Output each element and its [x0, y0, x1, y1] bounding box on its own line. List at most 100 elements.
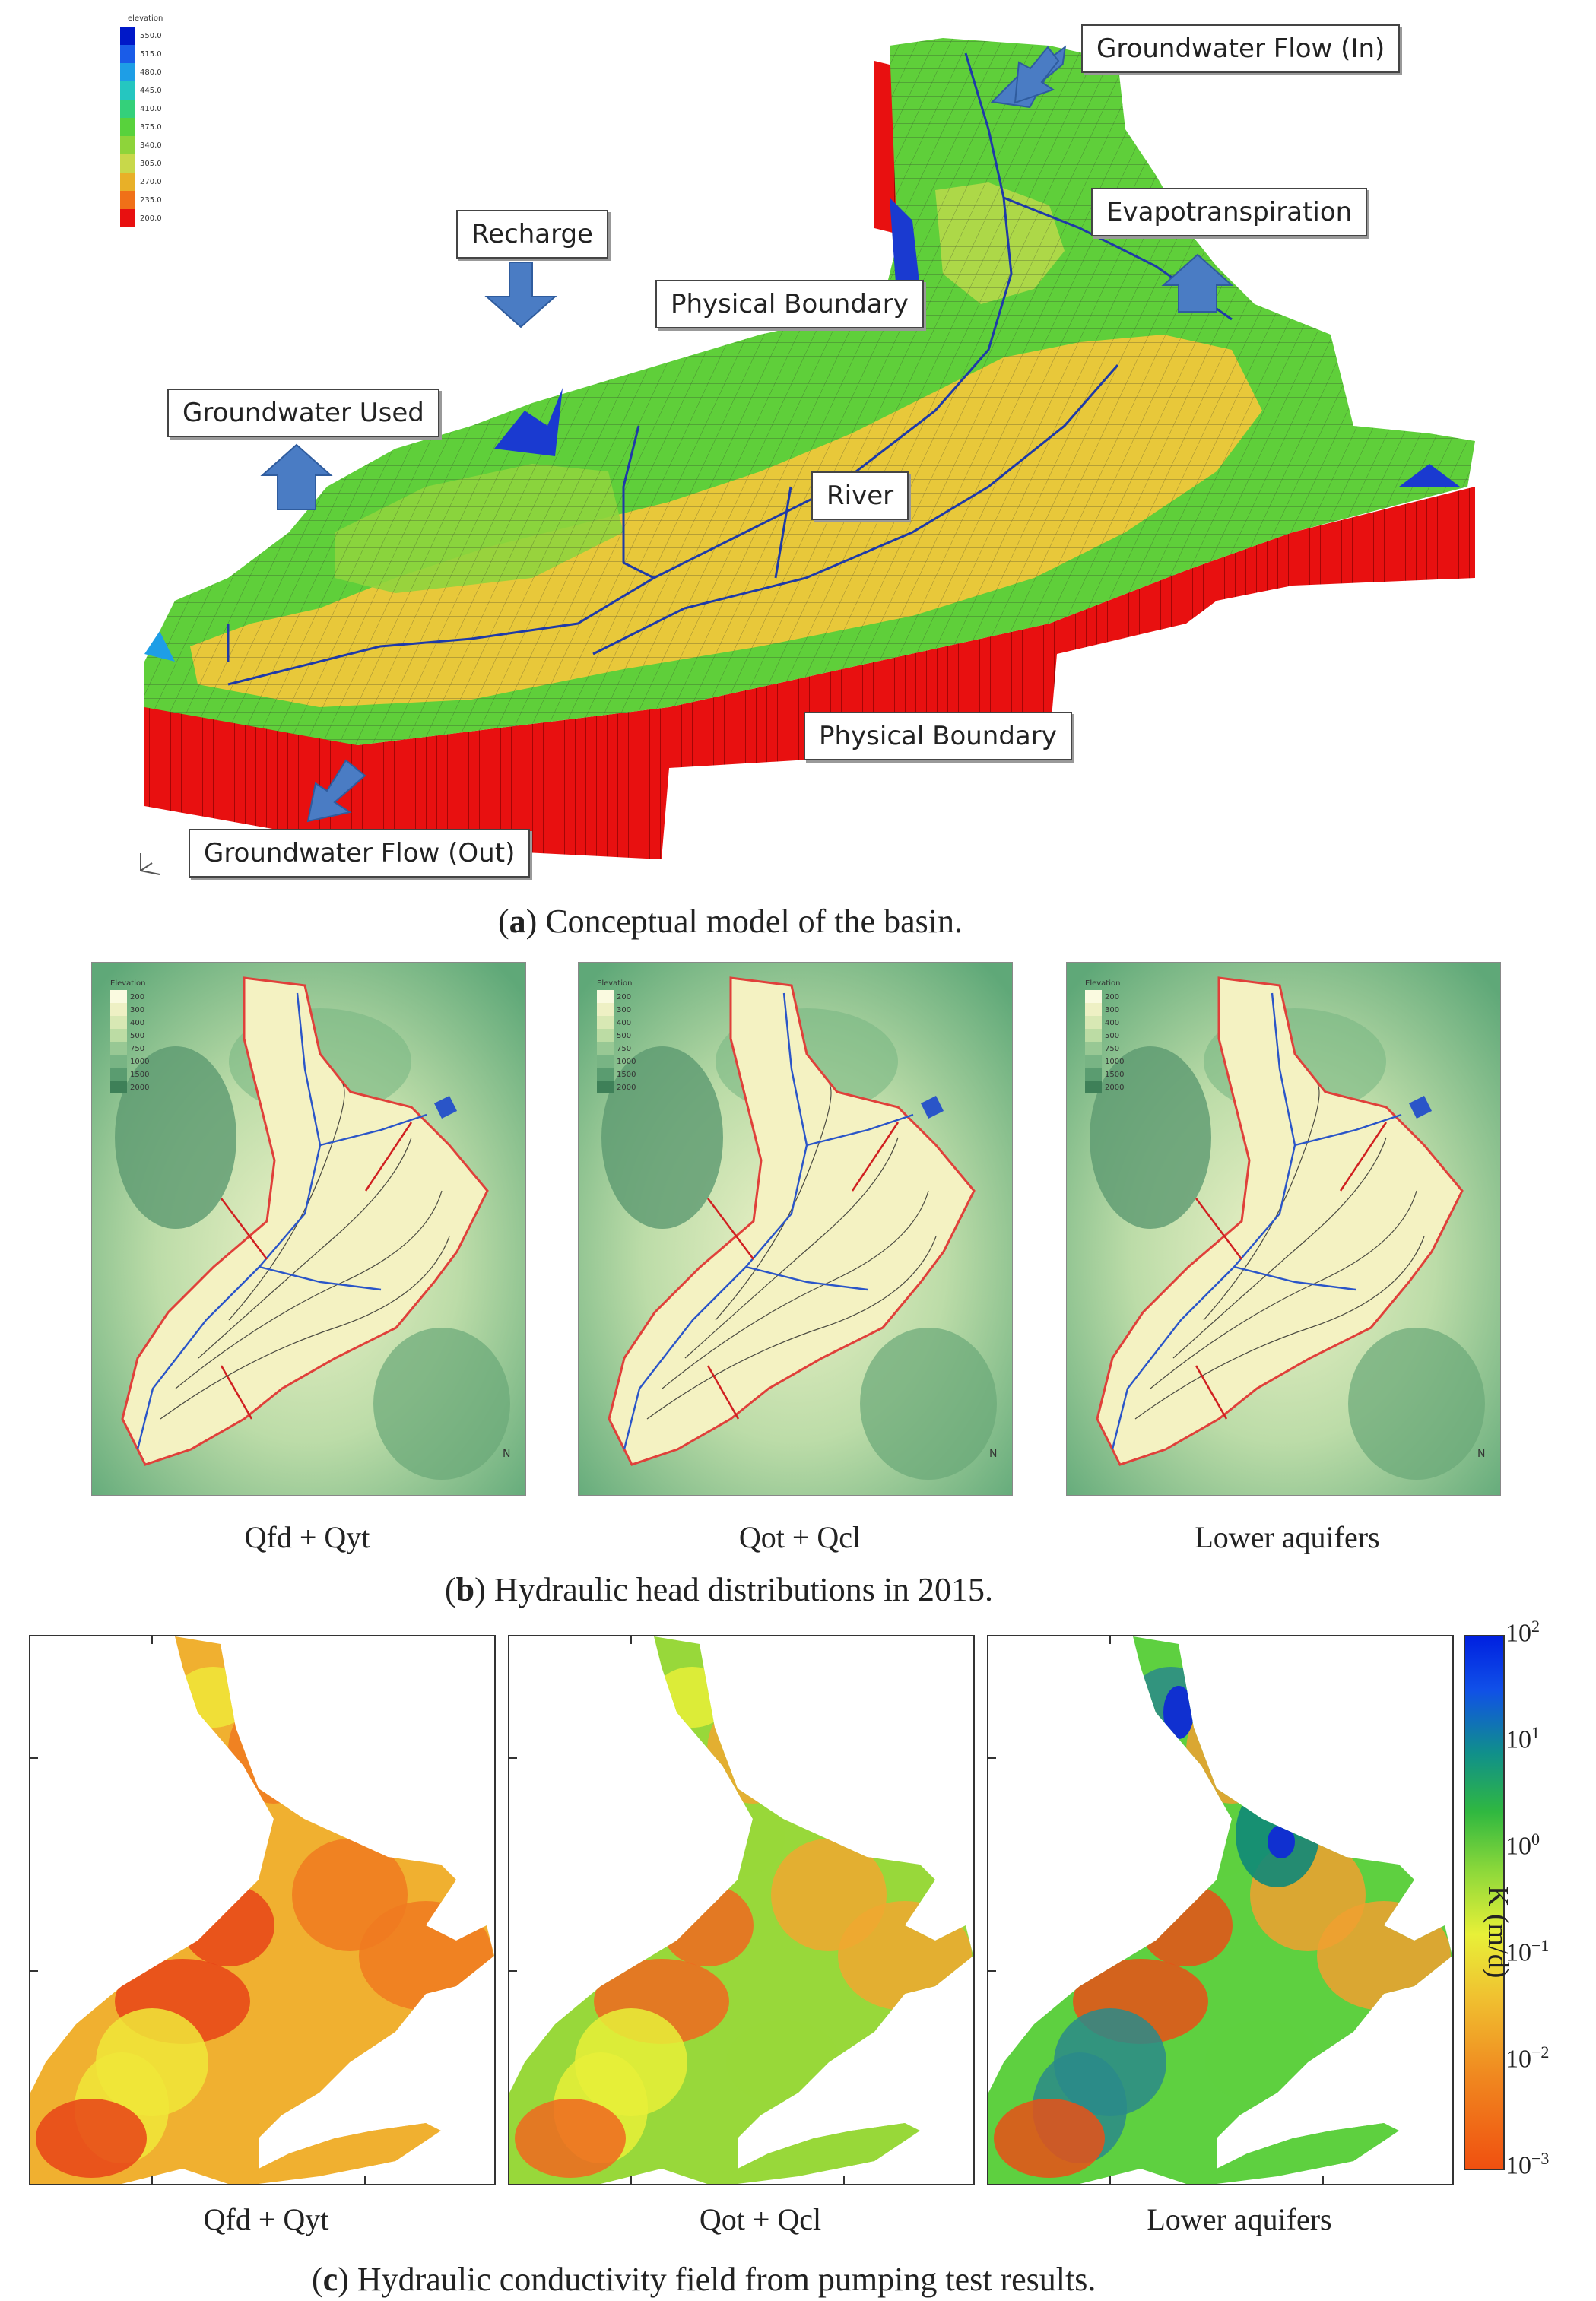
legend-value: 500	[130, 1032, 144, 1040]
elevation-legend: Elevation 200 300 400 500 750 1000 1500 2000	[597, 979, 636, 1093]
legend-swatch	[120, 191, 135, 209]
legend-value: 2000	[130, 1084, 149, 1092]
caption-c: (c) Hydraulic conductivity field from pu…	[312, 2261, 1096, 2298]
legend-value: 410.0	[140, 105, 162, 113]
callout-groundwater-flow-in: Groundwater Flow (In)	[1081, 24, 1401, 73]
legend-value: 200	[1105, 993, 1119, 1001]
legend-swatch	[110, 1003, 127, 1016]
legend-value: 1000	[617, 1058, 636, 1066]
arrow-groundwater-in	[1014, 46, 1060, 104]
legend-value: 340.0	[140, 141, 162, 150]
legend-swatch	[110, 990, 127, 1003]
colorbar-tick: 10−2	[1506, 2042, 1550, 2074]
legend-swatch	[120, 81, 135, 100]
legend-swatch	[110, 1042, 127, 1055]
callout-river: River	[811, 471, 909, 520]
legend-swatch	[120, 27, 135, 45]
legend-swatch	[120, 154, 135, 173]
svg-text:N: N	[1477, 1448, 1485, 1460]
elevation-legend: Elevation 200 300 400 500 750 1000 1500 2000	[110, 979, 149, 1093]
legend-swatch	[597, 1042, 614, 1055]
legend-value: 300	[1105, 1006, 1119, 1014]
legend-value: 550.0	[140, 32, 162, 40]
legend-swatch	[120, 45, 135, 63]
legend-value: 500	[1105, 1032, 1119, 1040]
legend-title: Elevation	[597, 979, 632, 988]
arrow-groundwater-out	[306, 759, 366, 823]
legend-value: 1500	[130, 1071, 149, 1079]
colorbar-tick: 101	[1506, 1723, 1540, 1754]
flow-arrows	[140, 45, 1234, 875]
k-map-3	[987, 1635, 1454, 2185]
legend-swatch	[120, 118, 135, 136]
arrow-evapotranspiration	[1161, 253, 1234, 313]
callout-groundwater-used: Groundwater Used	[167, 389, 439, 437]
colorbar-tick: 100	[1506, 1830, 1540, 1861]
legend-swatch	[120, 209, 135, 227]
callout-physical-boundary-bottom: Physical Boundary	[804, 712, 1072, 760]
legend-value: 1000	[130, 1058, 149, 1066]
legend-value: 1000	[1105, 1058, 1124, 1066]
legend-value: 2000	[1105, 1084, 1124, 1092]
legend-value: 400	[1105, 1019, 1119, 1027]
head-map-1: N Elevation 200 300 400 500 750 1000 1500 2000	[91, 962, 526, 1496]
callout-physical-boundary-top: Physical Boundary	[655, 280, 924, 328]
head-map-3: N Elevation 200 300 400 500 750 1000 1500 2000	[1066, 962, 1501, 1496]
colorbar-tick: 10−1	[1506, 1936, 1550, 1967]
legend-value: 1500	[617, 1071, 636, 1079]
legend-swatch	[597, 990, 614, 1003]
k-map-label-3: Lower aquifers	[1147, 2202, 1332, 2236]
k-colorbar	[1464, 1635, 1505, 2170]
colorbar-tick: 10−3	[1506, 2149, 1550, 2180]
legend-swatch	[110, 1068, 127, 1081]
legend-value: 200	[130, 993, 144, 1001]
legend-swatch	[597, 1016, 614, 1029]
legend-value: 235.0	[140, 196, 162, 205]
legend-value: 480.0	[140, 68, 162, 77]
arrow-recharge	[484, 262, 557, 328]
legend-swatch	[120, 63, 135, 81]
panel-c: Qfd + Qyt Qot + Qcl Lower aquifers 102 101 1…	[0, 1617, 1596, 2301]
legend-swatch	[597, 1081, 614, 1093]
legend-value: 2000	[617, 1084, 636, 1092]
legend-value: 300	[130, 1006, 144, 1014]
legend-swatch	[597, 1055, 614, 1068]
legend-value: 1500	[1105, 1071, 1124, 1079]
legend-swatch	[1085, 1042, 1102, 1055]
legend-title: Elevation	[1085, 979, 1120, 988]
legend-swatch	[110, 1016, 127, 1029]
legend-value: 200	[617, 993, 631, 1001]
legend-value: 750	[617, 1045, 631, 1053]
basin-boundary	[1096, 976, 1464, 1466]
colorbar-title: K (m/d)	[1482, 1886, 1514, 1979]
legend-swatch	[120, 136, 135, 154]
legend-swatch	[110, 1081, 127, 1093]
legend-swatch	[597, 1029, 614, 1042]
legend-swatch	[120, 100, 135, 118]
caption-b: (b) Hydraulic head distributions in 2015…	[445, 1571, 994, 1608]
svg-text:N: N	[503, 1448, 510, 1460]
k-map-2	[508, 1635, 975, 2185]
callout-recharge: Recharge	[456, 210, 608, 259]
legend-value: 515.0	[140, 50, 162, 59]
legend-value: 750	[1105, 1045, 1119, 1053]
callout-groundwater-flow-out: Groundwater Flow (Out)	[189, 829, 531, 878]
legend-value: 270.0	[140, 178, 162, 186]
legend-swatch	[1085, 990, 1102, 1003]
head-map-2: N Elevation 200 300 400 500 750 1000 1500 2000	[578, 962, 1013, 1496]
basin-boundary	[121, 976, 489, 1466]
legend-value: 200.0	[140, 214, 162, 223]
head-map-label-2: Qot + Qcl	[738, 1520, 861, 1554]
legend-swatch	[1085, 1068, 1102, 1081]
legend-swatch	[1085, 1016, 1102, 1029]
legend-swatch	[110, 1055, 127, 1068]
callout-evapotranspiration: Evapotranspiration	[1091, 188, 1368, 236]
k-map-label-1: Qfd + Qyt	[203, 2202, 329, 2236]
legend-value: 305.0	[140, 160, 162, 168]
svg-text:N: N	[989, 1448, 997, 1460]
legend-swatch	[597, 1068, 614, 1081]
legend-swatch	[1085, 1003, 1102, 1016]
basin-boundary	[608, 976, 976, 1466]
legend-swatch	[1085, 1055, 1102, 1068]
arrow-groundwater-used	[260, 443, 333, 510]
